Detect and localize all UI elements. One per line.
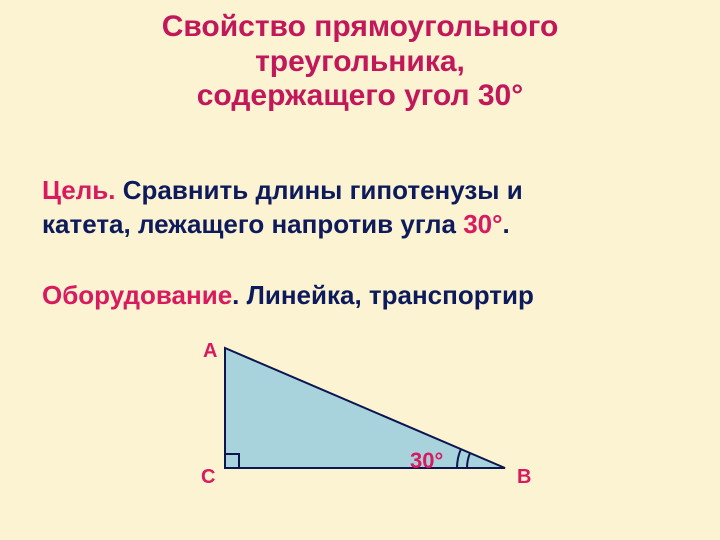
slide: Свойство прямоугольного треугольника, со…: [0, 0, 720, 540]
goal-line2: катета, лежащего напротив угла 30°.: [42, 208, 682, 241]
equipment-text: . Линейка, транспортир: [232, 280, 534, 310]
vertex-label-b: B: [517, 466, 531, 489]
goal-label: Цель.: [42, 175, 116, 205]
title-line3: содержащего угол 30°: [197, 79, 523, 112]
title-line1: Свойство прямоугольного: [162, 10, 559, 43]
goal-text-2a: катета, лежащего напротив угла: [42, 209, 463, 239]
goal-text-1a: Сравнить длины гипотенузы и: [116, 175, 523, 205]
goal-line1: Цель. Сравнить длины гипотенузы и: [42, 174, 682, 207]
slide-title: Свойство прямоугольного треугольника, со…: [0, 10, 720, 114]
triangle-svg: [195, 328, 535, 508]
title-line2: треугольника,: [255, 45, 465, 78]
vertex-label-a: A: [203, 340, 217, 363]
triangle-diagram: A C B 30°: [195, 328, 535, 508]
equipment-line: Оборудование. Линейка, транспортир: [42, 280, 682, 311]
goal-text-2b: 30°: [463, 209, 502, 239]
vertex-label-c: C: [201, 466, 215, 489]
goal-text-2c: .: [503, 209, 510, 239]
equipment-label: Оборудование: [42, 280, 232, 310]
angle-30-label: 30°: [410, 448, 443, 474]
